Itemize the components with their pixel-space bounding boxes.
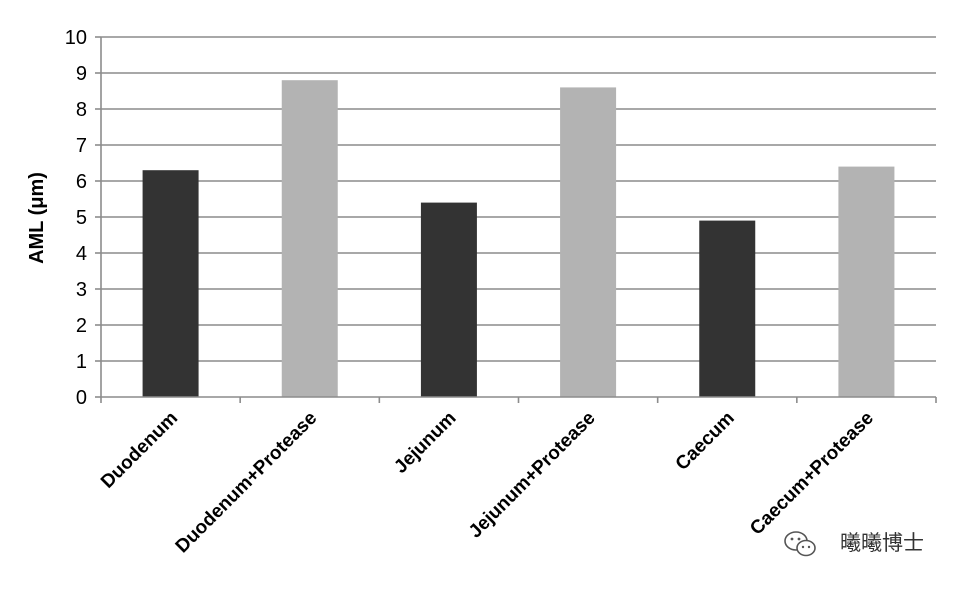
bar-duodenum	[142, 170, 199, 397]
x-category-label: Jejunum+Protease	[465, 408, 600, 543]
x-category-label: Duodenum+Protease	[172, 408, 322, 558]
y-tick-label: 7	[76, 135, 87, 157]
y-tick-label: 8	[76, 99, 87, 121]
y-tick-label: 4	[76, 243, 87, 265]
x-category-label: Duodenum	[97, 408, 182, 493]
gridlines	[101, 36, 936, 362]
y-tick-labels: 0 1 2 3 4 5 6 7 8 9 10	[65, 27, 87, 409]
bar-caecum	[699, 220, 756, 397]
wechat-icon	[784, 531, 816, 557]
y-tick-label: 2	[76, 315, 87, 337]
y-tick-label: 10	[65, 27, 87, 49]
y-tick-label: 9	[76, 63, 87, 85]
bar-jejunum-plus-protease	[560, 87, 617, 398]
y-tick-label: 3	[76, 279, 87, 301]
bar-duodenum-plus-protease	[281, 80, 338, 397]
bar-jejunum	[420, 202, 477, 397]
y-tick-label: 0	[76, 387, 87, 409]
watermark: 曦曦博士	[784, 531, 924, 557]
x-category-label: Caecum	[672, 408, 739, 475]
bars	[142, 80, 895, 398]
y-tick-label: 5	[76, 207, 87, 229]
bar-caecum-plus-protease	[838, 166, 895, 397]
x-category-label: Caecum+Protease	[746, 408, 878, 540]
y-axis-title: AML (μm)	[26, 172, 48, 264]
y-tick-label: 6	[76, 171, 87, 193]
watermark-text: 曦曦博士	[840, 532, 924, 555]
x-category-label: Jejunum	[390, 408, 460, 478]
axes	[95, 36, 937, 403]
y-tick-label: 1	[76, 351, 87, 373]
